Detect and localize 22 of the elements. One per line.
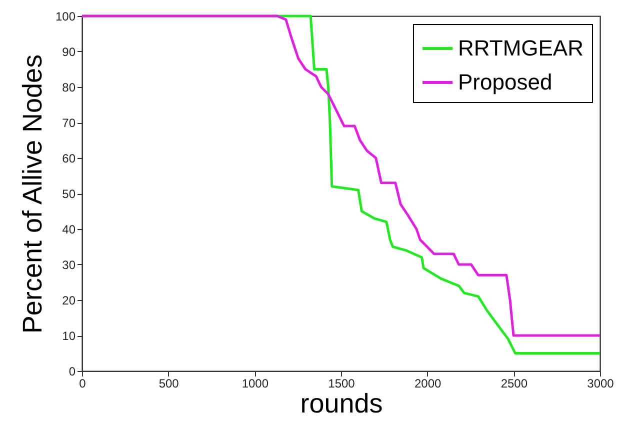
y-tick-label: 60 — [62, 152, 76, 166]
y-tick-label: 100 — [55, 10, 76, 24]
y-tick-label: 20 — [62, 294, 76, 308]
y-tick-label: 40 — [62, 222, 76, 236]
x-tick-label: 3000 — [587, 376, 614, 390]
y-tick-label: 10 — [62, 329, 76, 343]
y-axis-title: Percent of Allive Nodes — [17, 54, 48, 334]
x-tick-label: 0 — [79, 376, 86, 390]
legend-label: Proposed — [458, 70, 552, 94]
y-tick-label: 90 — [62, 45, 76, 59]
x-tick-label: 500 — [158, 376, 180, 390]
x-tick-label: 1500 — [328, 376, 356, 390]
y-tick-label: 0 — [68, 364, 76, 378]
legend-label: RRTMGEAR — [458, 36, 584, 60]
x-tick-label: 1000 — [242, 376, 269, 390]
x-tick-label: 2500 — [500, 376, 528, 390]
x-axis-title: rounds — [300, 388, 383, 418]
y-tick-label: 50 — [62, 187, 76, 201]
y-tick-label: 30 — [62, 258, 76, 272]
y-tick-label: 70 — [62, 116, 76, 130]
x-tick-label: 2000 — [414, 376, 442, 390]
y-tick-label: 80 — [62, 80, 76, 94]
